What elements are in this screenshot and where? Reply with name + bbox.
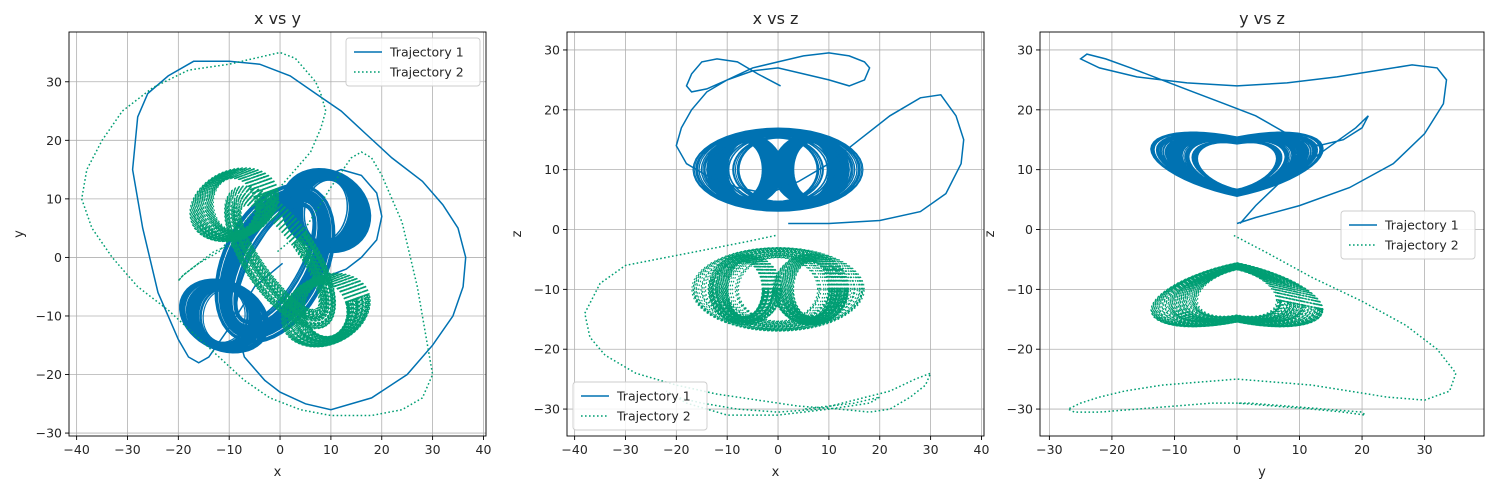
y-tick-label: −30	[534, 402, 560, 417]
x-tick-label: −30	[114, 442, 140, 457]
y-tick-label: 10	[46, 191, 62, 206]
y-tick-label: 10	[544, 162, 560, 177]
x-tick-label: −20	[1099, 442, 1125, 457]
attractor-lobe	[772, 133, 850, 207]
y-tick-label: 0	[54, 250, 62, 265]
grid	[567, 32, 984, 436]
x-tick-label: 20	[374, 442, 390, 457]
x-axis-label: y	[1258, 465, 1266, 480]
y-tick-label: 30	[46, 74, 62, 89]
y-tick-label: 20	[1017, 102, 1033, 117]
x-axis-label: x	[274, 465, 282, 480]
y-axis-label: z	[983, 230, 998, 237]
x-tick-label: −10	[1161, 442, 1187, 457]
y-tick-label: 10	[1017, 162, 1033, 177]
x-tick-label: 40	[476, 442, 492, 457]
chart-title: x vs y	[254, 9, 301, 28]
axes-frame	[566, 31, 985, 437]
series-2	[1066, 234, 1457, 417]
x-axis-label: x	[772, 465, 780, 480]
y-tick-label: 0	[552, 222, 560, 237]
y-tick-label: 30	[544, 42, 560, 57]
y-tick-label: 20	[46, 133, 62, 148]
x-tick-label: −20	[663, 442, 689, 457]
y-axis-label: z	[510, 230, 525, 237]
legend-entry: Trajectory 1	[389, 45, 464, 60]
attractor-lobe	[189, 167, 280, 243]
x-tick-label: 40	[974, 442, 990, 457]
x-tick-label: 10	[323, 442, 339, 457]
chart-panel-2: −40 −30 −20 −10 0 10 20 30 40 −30 −20 −10 0 10 20 30 x v…	[510, 9, 989, 480]
x-tick-label: −30	[1036, 442, 1062, 457]
legend-entry: Trajectory 2	[1384, 238, 1459, 253]
attractor-lobe	[1150, 131, 1324, 197]
x-tick-label: −40	[63, 442, 89, 457]
attractor-lobe	[691, 246, 865, 332]
series-line	[1066, 234, 1457, 417]
legend-entry: Trajectory 2	[616, 409, 691, 424]
series-2	[584, 234, 932, 416]
y-axis-label: y	[12, 230, 27, 238]
x-tick-label: 30	[425, 442, 441, 457]
y-tick-label: 0	[1025, 222, 1033, 237]
axes-frame	[1039, 31, 1485, 437]
legend-box	[1340, 210, 1476, 260]
x-tick-label: 10	[821, 442, 837, 457]
x-tick-label: 20	[872, 442, 888, 457]
y-tick-label: −20	[534, 342, 560, 357]
x-tick-label: 10	[1292, 442, 1308, 457]
axes-frame	[68, 31, 487, 437]
y-tick-label: −10	[534, 282, 560, 297]
y-tick-label: 20	[544, 102, 560, 117]
x-tick-label: −30	[612, 442, 638, 457]
plot-area	[584, 52, 965, 416]
x-tick-label: −10	[714, 442, 740, 457]
y-tick-label: −10	[36, 308, 62, 323]
y-tick-label: −20	[36, 367, 62, 382]
grid	[69, 32, 486, 436]
series-1	[675, 52, 965, 225]
attractor-lobe	[1150, 262, 1324, 328]
x-tick-label: −40	[561, 442, 587, 457]
series-1	[1079, 53, 1448, 225]
legend-entry: Trajectory 1	[616, 389, 691, 404]
x-tick-label: 30	[923, 442, 939, 457]
series-line	[1079, 53, 1448, 225]
y-tick-label: −30	[36, 426, 62, 441]
x-tick-label: −10	[216, 442, 242, 457]
attractor-lobe	[223, 185, 337, 330]
chart-title: x vs z	[753, 9, 799, 28]
y-tick-label: −30	[1007, 402, 1033, 417]
y-tick-label: 30	[1017, 42, 1033, 57]
attractor-lobe	[179, 278, 270, 354]
plot-area	[1066, 53, 1457, 417]
legend: Trajectory 1 Trajectory 2	[345, 37, 481, 87]
legend-box	[345, 37, 481, 87]
y-tick-label: −10	[1007, 282, 1033, 297]
series-line	[675, 52, 965, 225]
x-tick-label: −20	[165, 442, 191, 457]
x-tick-label: 0	[774, 442, 782, 457]
series-line	[80, 51, 434, 417]
legend-box	[572, 381, 708, 431]
chart-panel-3: −30 −20 −10 0 10 20 30 −30 −20 −10 0 10 20 30 y vs z y z…	[983, 9, 1485, 480]
x-tick-label: 0	[276, 442, 284, 457]
chart-title: y vs z	[1239, 9, 1285, 28]
x-tick-label: 0	[1233, 442, 1241, 457]
x-tick-label: 30	[1417, 442, 1433, 457]
y-tick-label: −20	[1007, 342, 1033, 357]
legend-entry: Trajectory 1	[1384, 218, 1459, 233]
series-1	[131, 60, 467, 411]
series-line	[131, 60, 467, 411]
legend: Trajectory 1 Trajectory 2	[572, 381, 708, 431]
series-2	[80, 51, 434, 417]
x-tick-label: 20	[1354, 442, 1370, 457]
series-line	[584, 234, 932, 416]
legend: Trajectory 1 Trajectory 2	[1340, 210, 1476, 260]
plot-area	[80, 51, 467, 417]
legend-entry: Trajectory 2	[389, 65, 464, 80]
attractor-lobe	[772, 253, 850, 326]
